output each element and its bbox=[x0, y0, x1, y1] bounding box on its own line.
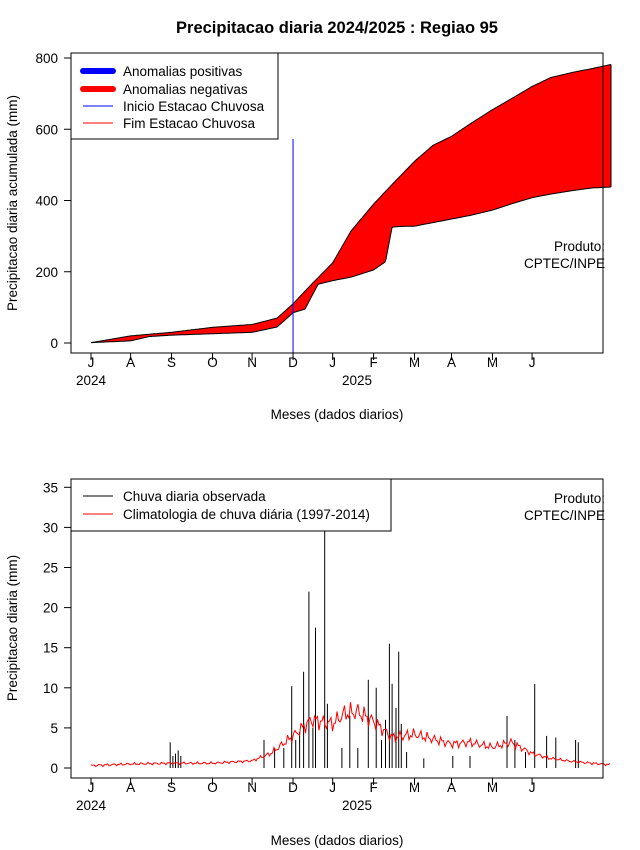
y-tick-label: 200 bbox=[35, 265, 58, 280]
product-label-line1: Produto: bbox=[554, 239, 605, 254]
x-tick-label: J bbox=[329, 780, 336, 795]
x-tick-label: A bbox=[126, 780, 135, 795]
x-tick-label: O bbox=[207, 780, 218, 795]
x-tick-label: S bbox=[167, 355, 176, 370]
x-tick-label: A bbox=[447, 780, 456, 795]
plot-frame bbox=[70, 52, 604, 354]
chart-title: Precipitacao diaria 2024/2025 : Regiao 9… bbox=[176, 19, 498, 37]
legend-box bbox=[70, 478, 392, 532]
legend-label-positive: Anomalias positivas bbox=[123, 64, 243, 79]
y-axis-label: Precipitacao diaria (mm) bbox=[5, 555, 20, 701]
y-axis: 0 200 400 600 800 bbox=[35, 51, 71, 351]
climatology-accumulated-line bbox=[90, 64, 612, 344]
x-tick-label: A bbox=[126, 355, 135, 370]
x-tick-label: F bbox=[369, 355, 377, 370]
x-tick-label: F bbox=[369, 780, 377, 795]
y-tick-label: 20 bbox=[43, 601, 58, 616]
y-tick-label: 35 bbox=[43, 480, 58, 495]
accumulated-chart: 0 200 400 600 800 J A S O N D J F M A M J bbox=[35, 51, 612, 370]
year-label-2024: 2024 bbox=[76, 798, 107, 813]
x-tick-label: J bbox=[329, 355, 336, 370]
climatology-line bbox=[90, 702, 611, 768]
y-tick-label: 400 bbox=[35, 194, 58, 209]
x-tick-label: J bbox=[529, 780, 536, 795]
x-tick-label: M bbox=[409, 355, 420, 370]
product-label-line2: CPTEC/INPE bbox=[524, 508, 605, 523]
y-tick-label: 0 bbox=[50, 761, 58, 776]
negative-anomaly-fill bbox=[91, 64, 611, 343]
y-axis: 0 5 10 15 20 25 30 35 bbox=[43, 480, 71, 776]
year-label-2025: 2025 bbox=[342, 373, 372, 388]
x-tick-label: N bbox=[247, 355, 257, 370]
year-label-2024: 2024 bbox=[76, 373, 107, 388]
y-tick-label: 10 bbox=[43, 681, 58, 696]
x-tick-label: M bbox=[409, 780, 420, 795]
legend-label-climatology: Climatologia de chuva diária (1997-2014) bbox=[123, 507, 370, 522]
y-tick-label: 30 bbox=[43, 520, 58, 535]
legend: Chuva diaria observada Climatologia de c… bbox=[70, 478, 392, 532]
y-tick-label: 600 bbox=[35, 122, 58, 137]
product-label-line2: CPTEC/INPE bbox=[524, 256, 605, 271]
y-axis-label: Precipitacao diaria acumulada (mm) bbox=[5, 95, 20, 311]
legend-label-season-start: Inicio Estacao Chuvosa bbox=[123, 99, 265, 114]
x-tick-label: S bbox=[167, 780, 176, 795]
x-tick-label: D bbox=[288, 355, 298, 370]
legend-label-negative: Anomalias negativas bbox=[123, 82, 248, 97]
legend-label-observed: Chuva diaria observada bbox=[123, 489, 266, 504]
anomaly-area bbox=[90, 64, 612, 344]
x-tick-label: J bbox=[88, 780, 95, 795]
product-label-line1: Produto: bbox=[554, 491, 605, 506]
x-tick-label: D bbox=[288, 780, 298, 795]
legend: Anomalias positivas Anomalias negativas … bbox=[70, 52, 279, 140]
x-tick-label: N bbox=[247, 780, 257, 795]
x-tick-label: J bbox=[529, 355, 536, 370]
x-axis-label: Meses (dados diarios) bbox=[271, 407, 404, 422]
daily-rain-bars bbox=[169, 527, 579, 768]
observed-accumulated-line bbox=[91, 186, 611, 344]
legend-label-season-end: Fim Estacao Chuvosa bbox=[123, 116, 256, 131]
year-label-2025: 2025 bbox=[342, 798, 372, 813]
x-axis-label: Meses (dados diarios) bbox=[271, 833, 404, 848]
legend-box bbox=[70, 52, 279, 140]
y-tick-label: 15 bbox=[43, 641, 58, 656]
x-tick-label: A bbox=[447, 355, 456, 370]
y-tick-label: 5 bbox=[50, 721, 58, 736]
y-tick-label: 25 bbox=[43, 561, 58, 576]
x-tick-label: M bbox=[487, 780, 498, 795]
x-tick-label: J bbox=[88, 355, 95, 370]
x-tick-label: M bbox=[487, 355, 498, 370]
x-tick-label: O bbox=[207, 355, 218, 370]
y-tick-label: 0 bbox=[50, 336, 58, 351]
y-tick-label: 800 bbox=[35, 51, 58, 66]
